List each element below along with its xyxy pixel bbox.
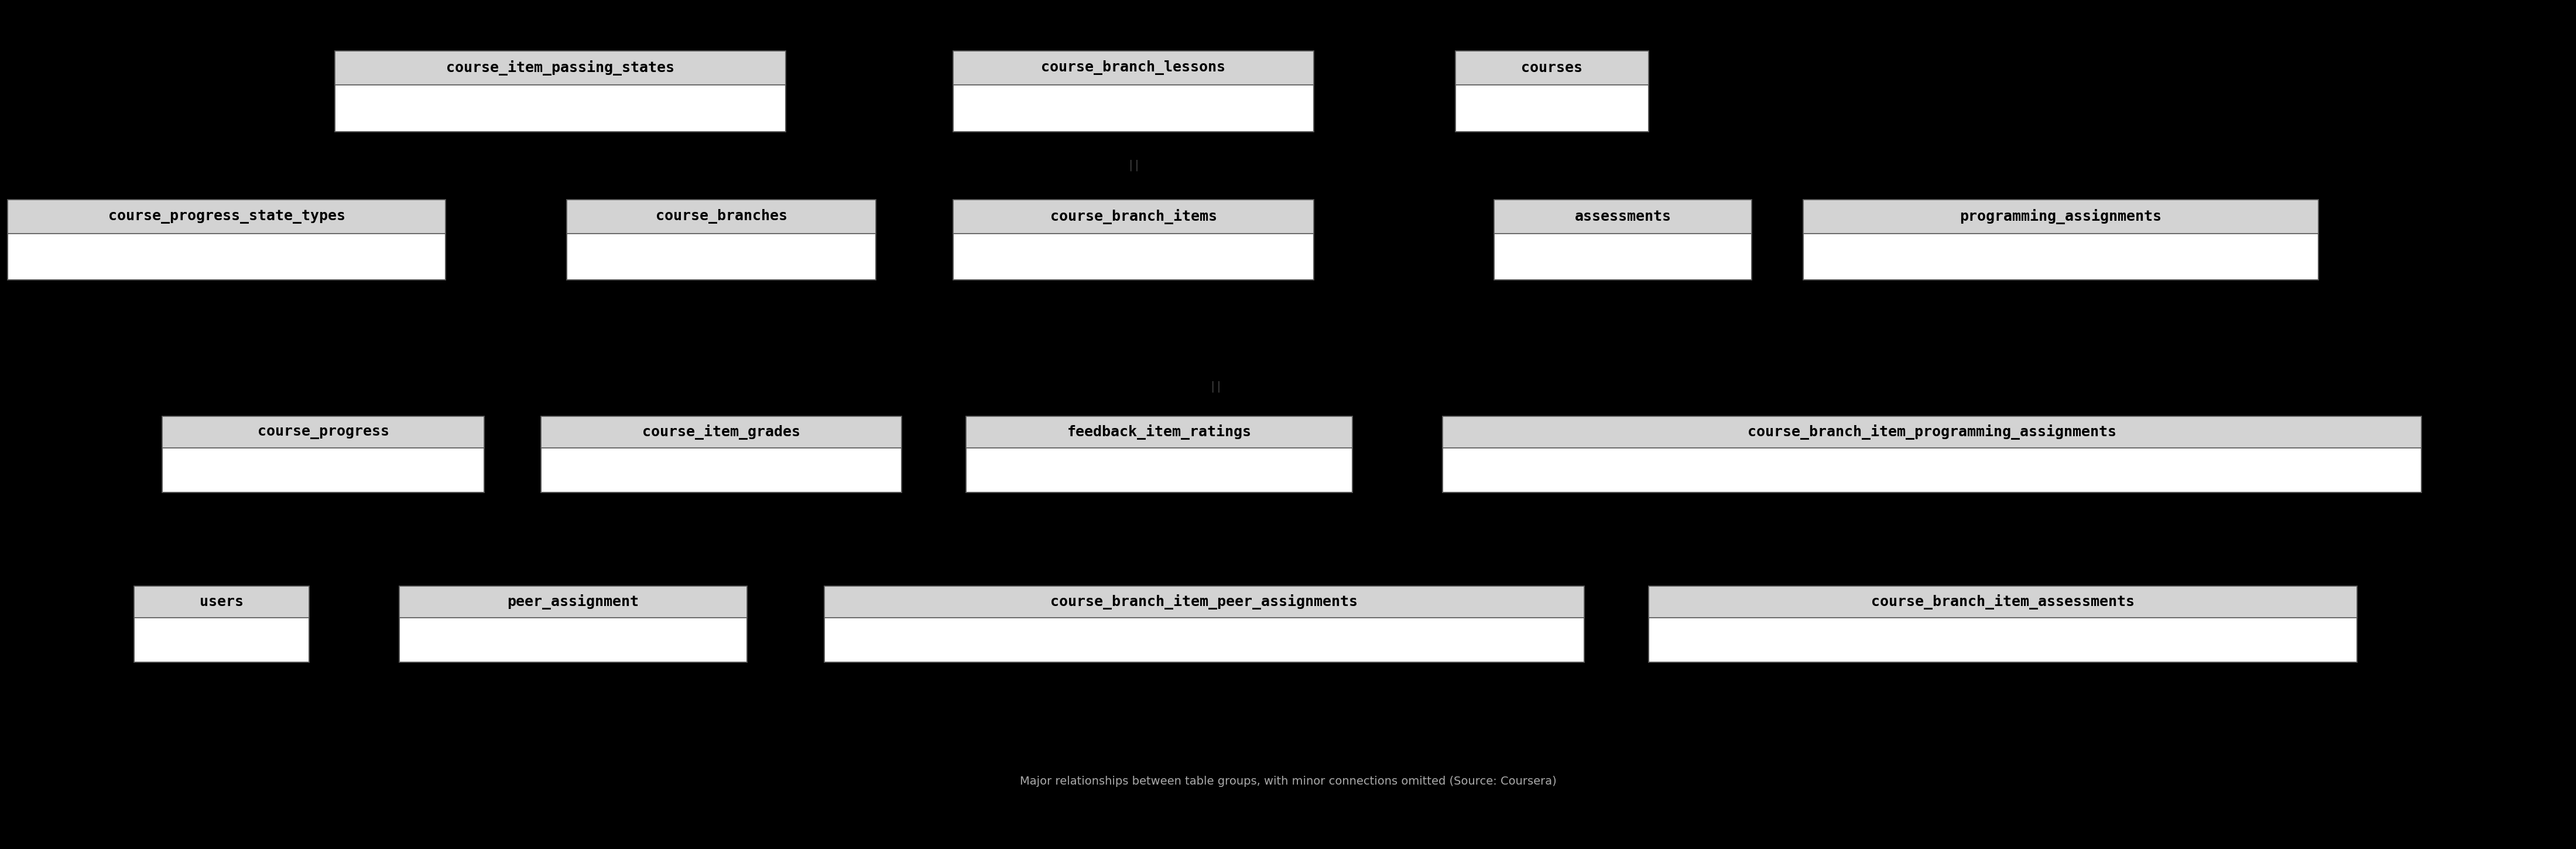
- Text: course_branches: course_branches: [654, 209, 788, 224]
- Bar: [335, 51, 786, 85]
- Bar: [162, 416, 484, 448]
- Text: course_item_grades: course_item_grades: [641, 424, 801, 440]
- Bar: [1649, 586, 2357, 662]
- Bar: [162, 416, 484, 492]
- Bar: [1443, 416, 2421, 492]
- Text: courses: courses: [1522, 61, 1582, 75]
- Bar: [953, 200, 1314, 233]
- Text: course_branch_item_peer_assignments: course_branch_item_peer_assignments: [1051, 594, 1358, 610]
- Bar: [399, 586, 747, 618]
- Text: course_branch_lessons: course_branch_lessons: [1041, 60, 1226, 76]
- Text: assessments: assessments: [1574, 210, 1672, 223]
- Text: course_item_passing_states: course_item_passing_states: [446, 60, 675, 76]
- Bar: [953, 51, 1314, 132]
- Text: course_branch_item_programming_assignments: course_branch_item_programming_assignmen…: [1747, 424, 2117, 440]
- Text: users: users: [198, 595, 245, 609]
- Text: ||: ||: [1208, 380, 1224, 392]
- Bar: [1494, 200, 1752, 233]
- Bar: [966, 416, 1352, 448]
- Bar: [953, 51, 1314, 132]
- Bar: [1803, 200, 2318, 233]
- Bar: [1649, 586, 2357, 662]
- Bar: [567, 200, 876, 233]
- Bar: [541, 416, 902, 448]
- Bar: [134, 586, 309, 662]
- Bar: [953, 51, 1314, 85]
- Bar: [1803, 200, 2318, 280]
- Bar: [1649, 586, 2357, 618]
- Bar: [8, 200, 446, 280]
- Text: course_branch_item_assessments: course_branch_item_assessments: [1870, 594, 2136, 610]
- Bar: [824, 586, 1584, 662]
- Text: course_progress_state_types: course_progress_state_types: [108, 210, 345, 223]
- Text: programming_assignments: programming_assignments: [1960, 209, 2161, 224]
- Text: ||: ||: [1126, 160, 1141, 171]
- Bar: [335, 51, 786, 132]
- Bar: [953, 200, 1314, 280]
- Bar: [8, 200, 446, 233]
- Bar: [399, 586, 747, 662]
- Bar: [824, 586, 1584, 618]
- Bar: [541, 416, 902, 492]
- Text: feedback_item_ratings: feedback_item_ratings: [1066, 424, 1252, 440]
- Bar: [1443, 416, 2421, 448]
- Bar: [567, 200, 876, 280]
- Bar: [567, 200, 876, 280]
- Bar: [1455, 51, 1649, 132]
- Text: course_branch_items: course_branch_items: [1051, 209, 1216, 224]
- Bar: [335, 51, 786, 132]
- Bar: [541, 416, 902, 492]
- Bar: [1455, 51, 1649, 85]
- Bar: [1455, 51, 1649, 132]
- Bar: [8, 200, 446, 280]
- Bar: [824, 586, 1584, 662]
- Bar: [134, 586, 309, 662]
- Bar: [953, 200, 1314, 280]
- Bar: [162, 416, 484, 492]
- Bar: [1494, 200, 1752, 280]
- Bar: [966, 416, 1352, 492]
- Bar: [966, 416, 1352, 492]
- Text: course_progress: course_progress: [258, 425, 389, 439]
- Bar: [399, 586, 747, 662]
- Bar: [1443, 416, 2421, 492]
- Bar: [1803, 200, 2318, 280]
- Bar: [1494, 200, 1752, 280]
- Text: peer_assignment: peer_assignment: [507, 594, 639, 610]
- Bar: [134, 586, 309, 618]
- Text: Major relationships between table groups, with minor connections omitted (Source: Major relationships between table groups…: [1020, 775, 1556, 787]
